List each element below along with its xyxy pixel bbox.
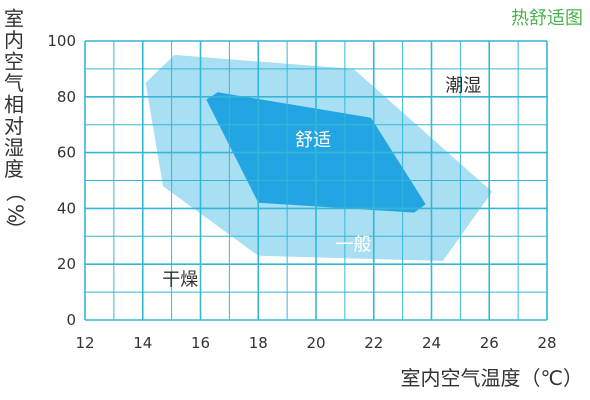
x-tick-label: 20 (306, 334, 325, 352)
x-tick-label: 28 (537, 334, 556, 352)
x-tick-label: 16 (191, 334, 210, 352)
annotation-label: 潮湿 (445, 76, 481, 97)
y-tick-label: 40 (57, 199, 76, 217)
chart-title: 热舒适图 (511, 8, 583, 29)
y-axis-label-char: ） (4, 220, 28, 240)
y-tick-label: 80 (57, 88, 76, 106)
y-axis-label-char: 室 (4, 7, 24, 31)
x-tick-label: 18 (249, 334, 268, 352)
y-axis-label-char: 内 (4, 28, 24, 52)
annotation-label: 干燥 (162, 270, 198, 291)
y-axis-label-char: 相 (4, 93, 24, 117)
region-label: 舒适 (295, 130, 331, 151)
y-axis-label-char: 度 (4, 157, 24, 181)
x-tick-label: 22 (364, 334, 383, 352)
y-tick-label: 20 (57, 255, 76, 273)
y-axis-label-char: 湿 (4, 136, 24, 160)
x-tick-label: 14 (133, 334, 152, 352)
x-tick-label: 24 (422, 334, 441, 352)
y-axis-label-char: % (4, 204, 28, 223)
y-axis-label-char: 对 (4, 114, 24, 138)
y-tick-label: 60 (57, 144, 76, 162)
y-tick-label: 0 (66, 311, 76, 329)
region-label: 一般 (336, 235, 372, 256)
y-tick-label: 100 (47, 32, 76, 50)
y-axis-label-char: 空 (4, 50, 24, 74)
x-tick-label: 26 (480, 334, 499, 352)
x-axis-label: 室内空气温度（℃） (401, 366, 583, 390)
x-tick-label: 12 (75, 334, 94, 352)
y-axis-label-char: 气 (4, 71, 24, 95)
y-axis-label-char: （ (4, 182, 28, 202)
